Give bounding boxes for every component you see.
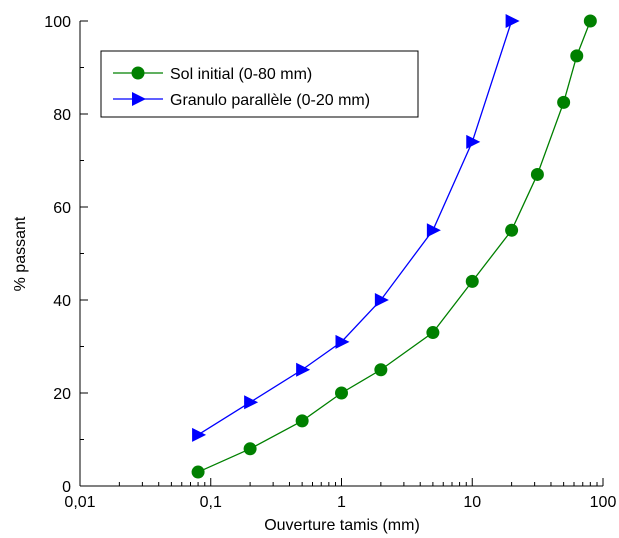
x-tick-label: 10 (463, 494, 481, 511)
data-point (466, 134, 481, 149)
axes: 0,01 0,1 1 10 100 0 20 40 60 80 100 (44, 14, 616, 511)
data-point (374, 293, 389, 307)
series-1 (192, 14, 520, 442)
x-axis-label: Ouverture tamis (mm) (264, 517, 420, 534)
data-point (192, 427, 207, 442)
x-tick-label: 1 (337, 494, 346, 511)
legend-marker (131, 66, 145, 80)
y-axis-label: % passant (12, 216, 29, 291)
data-point (570, 49, 584, 63)
x-tick-label: 100 (590, 494, 617, 511)
legend-box (100, 50, 419, 118)
data-point (557, 95, 571, 109)
data-point (335, 386, 348, 400)
x-tick-label: 0,01 (64, 494, 95, 511)
y-tick-label: 40 (53, 293, 71, 310)
legend: Sol initial (0-80 mm) Granulo parallèle (… (100, 50, 419, 118)
y-tick-label: 80 (53, 107, 71, 124)
x-tick-label: 0,1 (200, 494, 222, 511)
series-line (197, 20, 591, 473)
data-point (335, 334, 350, 349)
data-point (296, 362, 311, 377)
data-point (374, 363, 388, 377)
legend-label: Granulo parallèle (0-20 mm) (170, 92, 370, 109)
y-tick-label: 60 (53, 200, 71, 217)
data-point (583, 14, 597, 28)
legend-label: Sol initial (0-80 mm) (170, 66, 312, 83)
y-tick-label: 0 (62, 479, 71, 496)
y-tick-label: 20 (53, 386, 71, 403)
data-point (426, 326, 440, 340)
data-point (426, 223, 441, 238)
y-tick-label: 100 (44, 14, 71, 31)
data-point (505, 223, 519, 237)
data-point (505, 14, 520, 28)
legend-marker (132, 92, 146, 106)
series-line (197, 20, 513, 436)
data-point (465, 274, 479, 288)
data-point (244, 395, 259, 410)
series-0 (191, 14, 597, 479)
series-layer (191, 14, 597, 479)
data-point (295, 414, 309, 428)
data-point (243, 442, 257, 456)
data-point (530, 167, 544, 181)
data-point (191, 465, 205, 479)
